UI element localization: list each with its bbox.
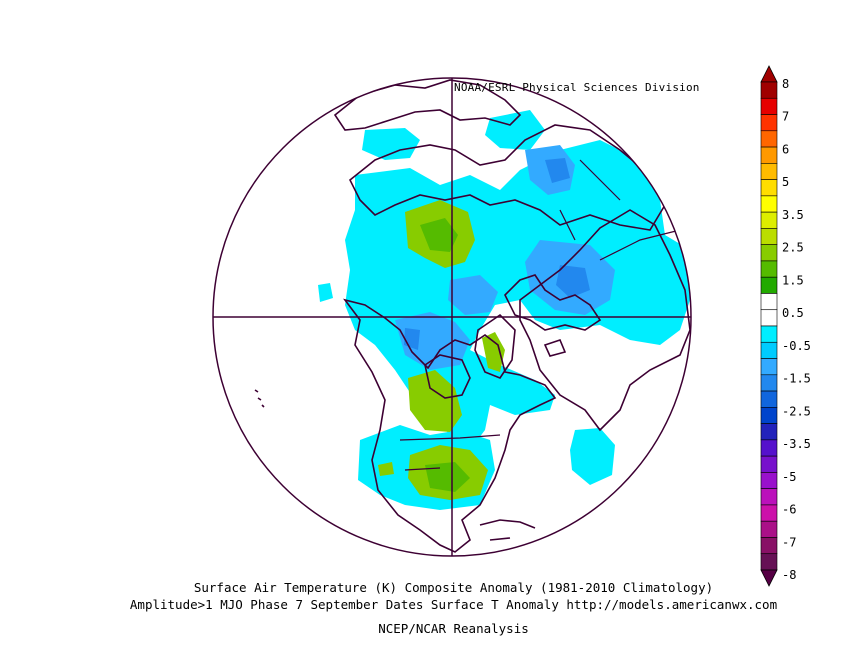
colorbar-label: 6 [782, 142, 789, 156]
colorbar-swatch [760, 537, 778, 555]
colorbar-bottom-arrow [760, 569, 778, 587]
colorbar-swatch [760, 472, 778, 489]
colorbar-label: -5 [782, 470, 796, 484]
colorbar-swatch [760, 130, 778, 148]
warm-anomaly-region [420, 218, 458, 252]
colorbar-label: 8 [782, 77, 789, 91]
colorbar-label: -8 [782, 568, 796, 582]
hudson-bay-coast [424, 354, 471, 399]
cold-anomaly-region [362, 128, 420, 160]
coastlines [254, 79, 691, 553]
colorbar-swatch [760, 195, 778, 213]
colorbar-swatch [760, 260, 778, 278]
colorbar-swatch [760, 439, 778, 457]
colorbar-swatch [760, 81, 778, 99]
colorbar-label: -3.5 [782, 437, 811, 451]
europe-coast [504, 274, 602, 331]
colorbar-swatch [760, 520, 778, 538]
colorbar-label: 5 [782, 175, 789, 189]
colorbar-swatch [760, 390, 778, 408]
anomaly-shading [318, 110, 690, 510]
caption-line-2: Amplitude>1 MJO Phase 7 September Dates … [129, 597, 778, 612]
cold-anomaly-region [318, 283, 333, 302]
cold-anomaly-region [448, 275, 498, 315]
hawaii-islands [254, 389, 265, 408]
cold-anomaly-region [556, 265, 590, 298]
colorbar-swatch [760, 228, 778, 245]
political-borders [399, 159, 681, 471]
polar-map [212, 77, 692, 557]
caribbean-islands [479, 519, 536, 541]
colorbar-label: 1.5 [782, 273, 804, 287]
colorbar-swatch [760, 325, 778, 343]
colorbar-swatch [760, 146, 778, 164]
colorbar-label: 7 [782, 110, 789, 124]
colorbar-label: 3.5 [782, 208, 804, 222]
colorbar-swatch [760, 211, 778, 229]
warm-anomaly-region [425, 462, 470, 492]
colorbar-top-arrow [760, 65, 778, 83]
cold-anomaly-region [485, 110, 545, 150]
colorbar-swatch [760, 179, 778, 197]
warm-anomaly-region [482, 332, 505, 372]
colorbar-swatch [760, 163, 778, 180]
colorbar-swatch [760, 455, 778, 473]
colorbar-swatch [760, 504, 778, 522]
colorbar-swatch [760, 276, 778, 294]
east-asia-coast [333, 79, 522, 131]
colorbar: 8 7 6 5 3.5 2.5 1.5 0.5 -0.5 -1.5 -2.5 -3.5 -5 -6 -7 -8 [760, 65, 811, 587]
caption-line-3: NCEP/NCAR Reanalysis [378, 621, 529, 636]
colorbar-swatch [760, 553, 778, 571]
colorbar-label: -0.5 [782, 339, 811, 353]
colorbar-label: -2.5 [782, 404, 811, 418]
warm-anomaly-region [408, 370, 462, 432]
colorbar-swatch [760, 407, 778, 424]
colorbar-swatch [760, 423, 778, 441]
eurasia-coast [519, 209, 691, 432]
caption-line-1: Surface Air Temperature (K) Composite An… [193, 580, 714, 595]
colorbar-label: 2.5 [782, 241, 804, 255]
colorbar-swatch [760, 374, 778, 392]
warm-anomaly-region [378, 462, 394, 476]
colorbar-swatch [760, 488, 778, 506]
credit-text: NOAA/ESRL Physical Sciences Division [454, 81, 700, 94]
colorbar-swatch [760, 309, 778, 327]
iceland-coast [543, 339, 567, 357]
colorbar-label: -6 [782, 503, 796, 517]
map-frame [212, 77, 692, 557]
colorbar-label: 0.5 [782, 306, 804, 320]
siberia-coast [348, 124, 666, 231]
north-america-coast [343, 298, 557, 553]
colorbar-label: -1.5 [782, 372, 811, 386]
colorbar-swatch [760, 244, 778, 262]
colorbar-label: -7 [782, 535, 796, 549]
colorbar-swatch [760, 114, 778, 132]
cold-anomaly-region [545, 158, 570, 183]
colorbar-swatch [760, 293, 778, 311]
cold-anomaly-region [570, 428, 615, 485]
colorbar-swatch [760, 358, 778, 376]
colorbar-swatch [760, 97, 778, 115]
colorbar-swatch [760, 341, 778, 359]
